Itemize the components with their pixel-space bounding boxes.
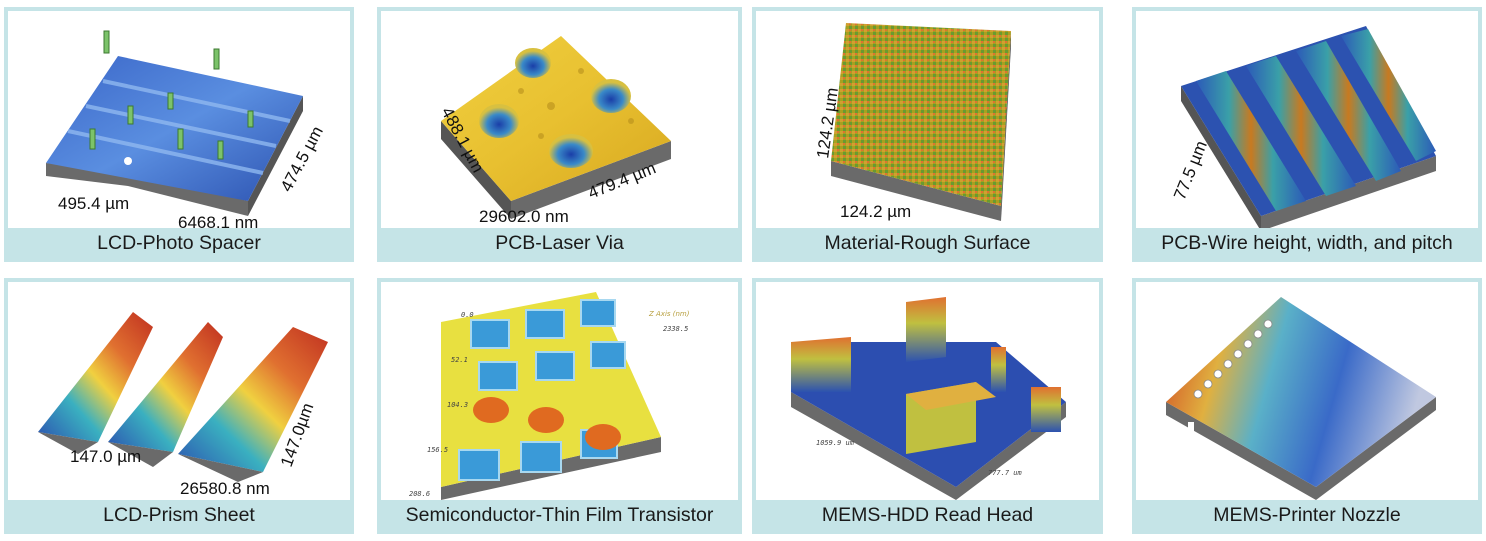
tile-mems-printer-nozzle: MEMS-Printer Nozzle [1132,278,1482,534]
dim-label: 495.4 µm [58,194,129,213]
tile-caption: PCB-Laser Via [381,228,738,258]
lcd-prism-sheet-image: 147.0 µm 26580.8 nm 147.0µm [38,312,328,498]
axis-tick: 52.1 [451,356,468,364]
dim-label: 29602.0 nm [479,207,569,226]
axis-tick: 156.5 [427,446,448,454]
semiconductor-tft-image: 0.0 52.1 104.3 156.5 208.6 Z Axis (nm) 2… [409,292,690,500]
axis-tick: 777.7 um [988,469,1023,477]
tile-pcb-laser-via: 488.1 µm 479.4 µm 29602.0 nm PCB-Laser V… [377,7,742,262]
z-axis-tick: 2338.5 [663,325,688,333]
axis-tick: 208.6 [409,490,430,498]
tile-caption: MEMS-Printer Nozzle [1136,500,1478,530]
tile-material-rough-surface: 124.2 µm 124.2 µm Material-Rough Surface [752,7,1103,262]
tile-caption: Semiconductor-Thin Film Transistor [381,500,738,530]
dim-label: 77.5 µm [1170,138,1211,202]
tile-mems-hdd-read-head: 1059.9 um 777.7 um MEMS-HDD Read Head [752,278,1103,534]
tile-caption: PCB-Wire height, width, and pitch [1136,228,1478,258]
tile-caption: MEMS-HDD Read Head [756,500,1099,530]
pcb-laser-via-image: 488.1 µm 479.4 µm 29602.0 nm [437,36,671,226]
mems-printer-nozzle-image [1166,297,1436,500]
dim-label: 124.2 µm [840,202,911,221]
material-rough-surface-image: 124.2 µm 124.2 µm [813,23,1011,221]
tile-semiconductor-tft: 0.0 52.1 104.3 156.5 208.6 Z Axis (nm) 2… [377,278,742,534]
mems-hdd-read-head-image: 1059.9 um 777.7 um [791,297,1066,500]
dim-label: 6468.1 nm [178,213,258,228]
axis-tick: 1059.9 um [816,439,855,447]
lcd-photo-spacer-image: 495.4 µm 6468.1 nm 474.5 µm [46,30,327,228]
tile-caption: LCD-Photo Spacer [8,228,350,258]
tile-pcb-wire: 77.5 µm PCB-Wire height, width, and pitc… [1132,7,1482,262]
tile-caption: LCD-Prism Sheet [8,500,350,530]
tile-caption: Material-Rough Surface [756,228,1099,258]
tile-lcd-photo-spacer: 495.4 µm 6468.1 nm 474.5 µm LCD-Photo Sp… [4,7,354,262]
dim-label: 147.0 µm [70,447,141,466]
pcb-wire-image: 77.5 µm [1170,26,1436,228]
tile-lcd-prism-sheet: 147.0 µm 26580.8 nm 147.0µm LCD-Prism Sh… [4,278,354,534]
axis-tick: 0.0 [461,311,474,319]
z-axis-label: Z Axis (nm) [648,310,690,318]
dim-label: 26580.8 nm [180,479,270,498]
axis-tick: 104.3 [447,401,468,409]
